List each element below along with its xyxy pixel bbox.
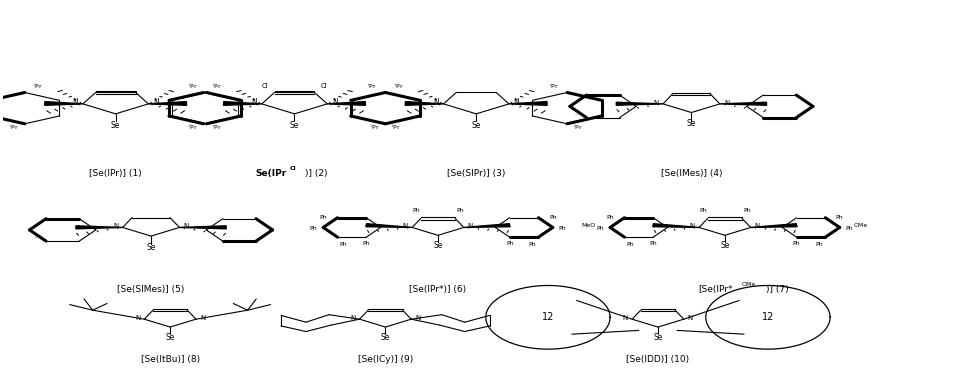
- Text: )] (7): )] (7): [765, 285, 788, 294]
- Polygon shape: [508, 101, 547, 105]
- Text: $^i$Pr: $^i$Pr: [369, 123, 379, 132]
- Text: N: N: [754, 223, 759, 229]
- Text: OMe: OMe: [741, 282, 755, 287]
- Text: N: N: [723, 100, 728, 106]
- Text: Ph: Ph: [558, 226, 565, 231]
- Text: $^i$Pr: $^i$Pr: [188, 82, 198, 91]
- Text: Ph: Ph: [742, 208, 750, 213]
- Text: $^i$Pr: $^i$Pr: [391, 123, 401, 132]
- Text: 12: 12: [761, 312, 774, 322]
- Text: Ph: Ph: [626, 242, 633, 247]
- Text: —: —: [34, 236, 38, 240]
- Text: N: N: [415, 315, 420, 321]
- Text: N: N: [687, 315, 692, 321]
- Text: Cl: Cl: [261, 83, 268, 89]
- Text: Ph: Ph: [319, 215, 327, 220]
- Text: N: N: [113, 223, 118, 229]
- Text: $^i$Pr: $^i$Pr: [366, 82, 377, 91]
- Text: N: N: [184, 223, 188, 229]
- Polygon shape: [148, 101, 186, 105]
- Text: Se: Se: [146, 243, 156, 252]
- Polygon shape: [652, 224, 699, 228]
- Text: Se(IPr: Se(IPr: [255, 169, 286, 177]
- Text: N: N: [135, 315, 140, 321]
- Text: Ph: Ph: [845, 226, 852, 231]
- Text: [Se(IPr)] (1): [Se(IPr)] (1): [89, 169, 142, 177]
- Text: N: N: [622, 315, 628, 321]
- Text: Ph: Ph: [605, 215, 613, 220]
- Polygon shape: [44, 101, 83, 105]
- Text: Se: Se: [653, 332, 662, 342]
- Text: $^i$Pr: $^i$Pr: [573, 123, 582, 132]
- Text: $^i$Pr: $^i$Pr: [34, 82, 43, 91]
- Text: [Se(IPr*)] (6): [Se(IPr*)] (6): [409, 285, 466, 294]
- Text: $^i$Pr: $^i$Pr: [212, 82, 222, 91]
- Polygon shape: [327, 101, 365, 105]
- Text: Se: Se: [381, 332, 389, 342]
- Text: Ph: Ph: [505, 241, 513, 246]
- Text: Se: Se: [289, 121, 299, 130]
- Text: Ph: Ph: [456, 208, 463, 213]
- Text: N: N: [153, 98, 159, 107]
- Polygon shape: [365, 224, 411, 228]
- Text: Se: Se: [432, 241, 442, 250]
- Text: Se: Se: [111, 121, 120, 130]
- Text: [Se(ItBu)] (8): [Se(ItBu)] (8): [140, 355, 200, 364]
- Text: $^i$Pr: $^i$Pr: [9, 123, 19, 132]
- Text: )] (2): )] (2): [305, 169, 328, 177]
- Text: $^i$Pr: $^i$Pr: [187, 123, 197, 132]
- Text: Se: Se: [686, 119, 696, 128]
- Text: Ph: Ph: [649, 241, 656, 246]
- Text: Cl: Cl: [289, 166, 296, 171]
- Text: [Se(SIMes)] (5): [Se(SIMes)] (5): [117, 285, 185, 294]
- Text: N: N: [350, 315, 356, 321]
- Text: $^i$Pr: $^i$Pr: [548, 82, 558, 91]
- Polygon shape: [76, 226, 122, 229]
- Polygon shape: [719, 102, 766, 105]
- Text: MeO: MeO: [580, 223, 595, 228]
- Text: [Se(IDD)] (10): [Se(IDD)] (10): [626, 355, 689, 364]
- Text: Ph: Ph: [699, 208, 706, 213]
- Text: [Se(IMes)] (4): [Se(IMes)] (4): [660, 169, 722, 177]
- Polygon shape: [223, 101, 261, 105]
- Text: Ph: Ph: [792, 241, 800, 246]
- Text: Ph: Ph: [339, 242, 347, 247]
- Text: [Se(SIPr)] (3): [Se(SIPr)] (3): [447, 169, 505, 177]
- Text: N: N: [467, 223, 473, 229]
- Text: $^i$Pr: $^i$Pr: [212, 123, 222, 132]
- Text: Ph: Ph: [362, 241, 370, 246]
- Text: Cl: Cl: [320, 83, 327, 89]
- Text: N: N: [653, 100, 658, 106]
- Text: Se: Se: [165, 332, 175, 342]
- Text: N: N: [251, 98, 257, 107]
- Polygon shape: [463, 224, 509, 228]
- Text: Ph: Ph: [815, 242, 823, 247]
- Text: N: N: [432, 98, 438, 107]
- Text: N: N: [689, 223, 694, 229]
- Polygon shape: [180, 226, 226, 229]
- Text: [Se(ICy)] (9): [Se(ICy)] (9): [357, 355, 412, 364]
- Text: Ph: Ph: [529, 242, 536, 247]
- Text: $^i$Pr: $^i$Pr: [393, 82, 404, 91]
- Text: N: N: [403, 223, 407, 229]
- Text: N: N: [200, 315, 205, 321]
- Text: Ph: Ph: [835, 215, 843, 220]
- Text: Ph: Ph: [596, 226, 604, 231]
- Text: Se: Se: [720, 241, 728, 250]
- Text: N: N: [513, 98, 519, 107]
- Text: Ph: Ph: [549, 215, 556, 220]
- Text: [Se(IPr*: [Se(IPr*: [698, 285, 732, 294]
- Text: N: N: [72, 98, 78, 107]
- Polygon shape: [616, 102, 662, 105]
- Text: 12: 12: [541, 312, 554, 322]
- Text: N: N: [332, 98, 337, 107]
- Polygon shape: [405, 101, 443, 105]
- Text: Ph: Ph: [309, 226, 317, 231]
- Polygon shape: [750, 224, 797, 228]
- Text: Se: Se: [471, 121, 480, 130]
- Text: Ph: Ph: [411, 208, 419, 213]
- Text: —: —: [574, 112, 578, 116]
- Text: OMe: OMe: [853, 223, 868, 228]
